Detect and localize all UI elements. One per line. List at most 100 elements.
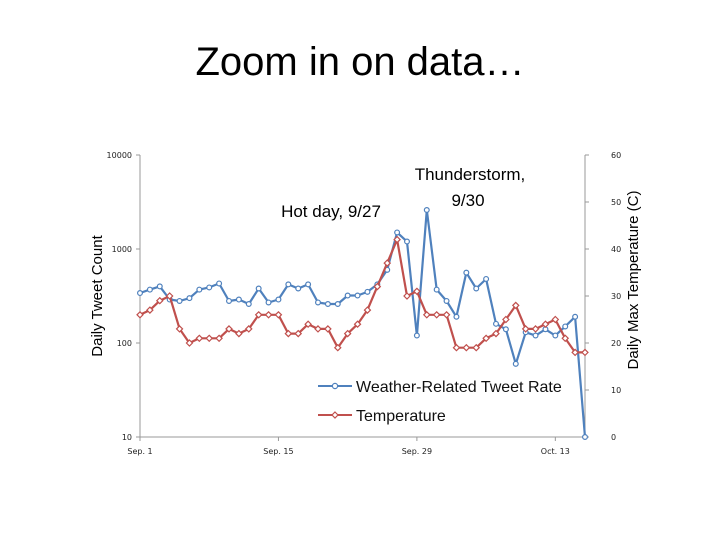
tweet-rate-point [443, 297, 450, 304]
tweet-rate-point [453, 313, 460, 320]
temperature-point [502, 315, 510, 324]
temperature-point [353, 320, 362, 329]
tweet-rate-series-line [139, 208, 587, 438]
legend-marker [331, 411, 339, 419]
tweet-rate-point [334, 300, 341, 307]
temperature-point [294, 329, 303, 338]
right-tick-label: 60 [611, 151, 621, 160]
tweet-rate-point [324, 300, 331, 307]
temperature-point [195, 334, 204, 343]
temperature-point [373, 282, 382, 291]
x-tick-label: Sep. 15 [263, 447, 293, 456]
left-tick-label: 1000 [112, 245, 132, 254]
temperature-point [541, 320, 550, 329]
tweet-rate-point [226, 297, 233, 304]
tweet-rate-point [512, 360, 519, 367]
tweet-rate-point [483, 275, 490, 282]
tweet-rate-point [552, 332, 559, 339]
temperature-point [254, 310, 263, 319]
temperature-point [363, 306, 372, 314]
tweet-rate-point [423, 206, 430, 213]
right-tick-label: 20 [611, 339, 621, 348]
tweet-rate-point [394, 229, 401, 236]
left-tick-label: 10 [122, 433, 132, 442]
temperature-point [531, 325, 540, 333]
right-tick-label: 40 [611, 245, 621, 254]
right-tick-label: 0 [611, 433, 616, 442]
x-tick-label: Oct. 13 [541, 447, 570, 456]
x-tick-label: Sep. 1 [127, 447, 152, 456]
temperature-point [422, 310, 431, 319]
temperature-point [333, 343, 342, 352]
tweet-rate-point [463, 269, 470, 276]
x-tick-label: Sep. 29 [402, 447, 432, 456]
temperature-point [492, 329, 500, 338]
temperature-point [175, 325, 184, 333]
temperature-point [551, 315, 560, 324]
temperature-point [136, 310, 144, 319]
temperature-point [235, 329, 243, 338]
temperature-point [403, 292, 411, 300]
temperature-point [442, 310, 451, 319]
tweet-rate-point [137, 290, 144, 297]
temperature-point [205, 334, 214, 343]
temperature-series-line [139, 238, 585, 354]
temperature-point [462, 343, 471, 352]
temperature-point [413, 287, 421, 296]
tweet-rate-point [255, 285, 262, 292]
tweet-rate-point [473, 285, 480, 292]
right-tick-label: 50 [611, 198, 621, 207]
temperature-point [324, 325, 332, 333]
slide-title: Zoom in on data… [195, 40, 525, 84]
temperature-point [314, 325, 322, 333]
temperature-point [432, 310, 441, 319]
tweet-rate-point [364, 288, 371, 295]
tweet-rate-point [235, 296, 242, 303]
temperature-point [452, 343, 461, 352]
tweet-rate-point [562, 323, 569, 330]
tweet-rate-point [196, 286, 203, 293]
right-axis-title: Daily Max Temperature (C) [625, 191, 642, 370]
series-layer [136, 206, 589, 441]
temperature-point [215, 334, 223, 343]
annotation-thunderstorm-date: 9/30 [451, 191, 484, 210]
temperature-point [244, 325, 253, 333]
legend-marker [331, 382, 339, 390]
tweet-rate-point [206, 284, 213, 291]
tweet-rate-point [216, 280, 223, 287]
tweet-rate-point [305, 281, 312, 288]
tweet-rate-point [146, 286, 153, 293]
chart-axes: 10 100 1000 10000 0 10 20 30 40 50 60 Sep. 1 Sep. 15… [89, 151, 642, 456]
tweet-rate-point [275, 296, 282, 303]
legend-label: Weather-Related Tweet Rate [356, 379, 562, 396]
tweet-rate-point [315, 299, 322, 306]
tweet-rate-point [502, 326, 509, 333]
left-tick-label: 100 [117, 339, 132, 348]
temperature-point [284, 329, 293, 338]
temperature-point [571, 348, 579, 357]
temperature-point [343, 329, 352, 338]
temperature-point [561, 334, 570, 343]
annotation-thunderstorm: Thunderstorm, [415, 165, 526, 184]
temperature-point [304, 320, 312, 329]
right-tick-label: 10 [611, 386, 621, 395]
annotation-layer: Hot day, 9/27 Thunderstorm, 9/30 [281, 165, 525, 221]
tweet-rate-point [186, 295, 193, 302]
temperature-point [383, 259, 392, 267]
right-tick-label: 30 [611, 292, 621, 301]
temperature-point [511, 301, 520, 310]
left-tick-label: 10000 [107, 151, 132, 160]
tweet-rate-point [404, 238, 411, 245]
tweet-rate-point [285, 281, 292, 288]
tweet-rate-point [354, 292, 361, 299]
temperature-point [155, 296, 164, 305]
temperature-point [521, 325, 530, 333]
tweet-rate-point [245, 300, 252, 307]
tweet-rate-point [344, 292, 351, 299]
temperature-point [472, 343, 481, 352]
temperature-point [146, 306, 154, 314]
tweet-rate-point [265, 299, 272, 306]
tweet-rate-point [572, 313, 579, 320]
temperature-point [581, 348, 589, 357]
